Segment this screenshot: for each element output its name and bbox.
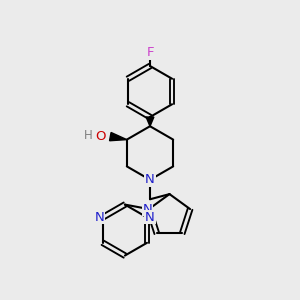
Text: H: H <box>83 129 92 142</box>
Text: N: N <box>145 211 155 224</box>
Text: N: N <box>142 202 152 216</box>
Text: N: N <box>95 211 105 224</box>
Polygon shape <box>110 133 127 141</box>
Text: F: F <box>146 46 154 59</box>
Polygon shape <box>146 117 154 126</box>
Text: N: N <box>145 173 155 186</box>
Text: O: O <box>95 130 106 143</box>
